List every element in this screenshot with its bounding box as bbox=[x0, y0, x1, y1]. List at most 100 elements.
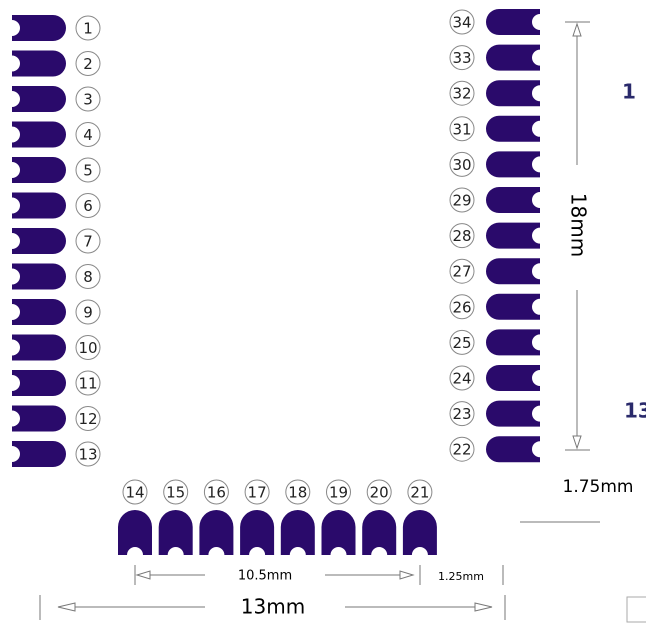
pin-number: 28 bbox=[452, 227, 471, 245]
pad bbox=[486, 80, 540, 107]
pad bbox=[402, 510, 437, 555]
pin-number: 7 bbox=[83, 233, 93, 251]
pad bbox=[240, 510, 275, 555]
pad bbox=[486, 222, 540, 249]
pin-number: 24 bbox=[452, 370, 471, 388]
pin-circle bbox=[449, 80, 475, 106]
pin-circle bbox=[449, 294, 475, 320]
pin-circle bbox=[285, 479, 311, 505]
pin-circle bbox=[449, 436, 475, 462]
pin-circle bbox=[449, 365, 475, 391]
pin-circle bbox=[75, 157, 101, 183]
pad bbox=[12, 157, 66, 183]
pin-number: 19 bbox=[329, 484, 348, 502]
pin-circle bbox=[449, 9, 475, 35]
pin-number: 8 bbox=[83, 268, 93, 286]
pin-circle bbox=[75, 228, 101, 254]
pin-number: 29 bbox=[452, 192, 471, 210]
pad bbox=[486, 329, 540, 356]
pad bbox=[12, 441, 66, 467]
pin-number: 23 bbox=[452, 405, 471, 423]
pin-number: 6 bbox=[83, 197, 93, 215]
pin-number: 4 bbox=[83, 126, 93, 144]
pad bbox=[12, 334, 66, 361]
pin-number: 10 bbox=[78, 339, 97, 357]
pin-number: 18 bbox=[288, 484, 307, 502]
pad bbox=[486, 44, 540, 71]
pin-circle bbox=[449, 116, 475, 142]
pad bbox=[486, 400, 540, 427]
side-label: 1 bbox=[622, 80, 636, 104]
pin-number: 13 bbox=[78, 446, 97, 464]
pin-circle bbox=[244, 479, 270, 505]
pin-number: 31 bbox=[452, 120, 471, 138]
pin-circle bbox=[163, 479, 189, 505]
pad bbox=[12, 370, 66, 396]
pad bbox=[486, 9, 540, 35]
pin-number: 27 bbox=[452, 263, 471, 281]
pin-circle bbox=[75, 441, 101, 467]
pad bbox=[362, 510, 397, 555]
pad bbox=[12, 263, 66, 290]
dimension-lines bbox=[39, 21, 646, 623]
pin-circle bbox=[449, 329, 475, 355]
pad bbox=[486, 115, 540, 142]
edge-label: 1.75mm bbox=[563, 477, 634, 497]
pin-circle bbox=[122, 479, 148, 505]
pin-circle bbox=[449, 401, 475, 427]
pad bbox=[199, 510, 234, 555]
pin-circle bbox=[203, 479, 229, 505]
pad bbox=[12, 50, 66, 77]
pin-number: 32 bbox=[452, 85, 471, 103]
pin-circle bbox=[75, 15, 101, 41]
pin-circle bbox=[407, 479, 433, 505]
pin-number: 17 bbox=[248, 484, 267, 502]
pin-number: 30 bbox=[452, 156, 471, 174]
pad bbox=[280, 510, 315, 555]
pin-number: 33 bbox=[452, 49, 471, 67]
pad bbox=[12, 299, 66, 325]
pin-number: 20 bbox=[370, 484, 389, 502]
pin-number: 1 bbox=[83, 20, 93, 38]
pad bbox=[118, 510, 152, 555]
pin-circle bbox=[449, 45, 475, 71]
pin-number: 22 bbox=[452, 441, 471, 459]
pitch-label: 1.25mm bbox=[438, 570, 484, 583]
pin-circle bbox=[449, 151, 475, 177]
pin-circle bbox=[366, 479, 392, 505]
pin-number: 3 bbox=[83, 91, 93, 109]
pin-circle bbox=[449, 187, 475, 213]
pad bbox=[12, 405, 66, 432]
pin-circle bbox=[449, 223, 475, 249]
pin-number: 11 bbox=[78, 375, 97, 393]
width-label: 13mm bbox=[241, 595, 305, 619]
pin-circle bbox=[75, 299, 101, 325]
pin-number: 16 bbox=[207, 484, 226, 502]
pin-circle bbox=[75, 370, 101, 396]
pin-circle bbox=[75, 193, 101, 218]
pin-number: 14 bbox=[125, 484, 144, 502]
pin-circle bbox=[449, 258, 475, 284]
span-label: 10.5mm bbox=[238, 569, 292, 584]
pad bbox=[486, 187, 540, 213]
pin-number: 15 bbox=[166, 484, 185, 502]
pin-circle bbox=[75, 264, 101, 289]
pad bbox=[486, 293, 540, 320]
pad bbox=[486, 365, 540, 391]
pin-number: 12 bbox=[78, 410, 97, 428]
pad bbox=[12, 15, 66, 41]
pin-circle bbox=[75, 406, 101, 431]
side-label: 13 bbox=[624, 399, 646, 423]
pin-circle bbox=[75, 122, 101, 147]
pin-circle bbox=[75, 335, 101, 360]
pin-number: 25 bbox=[452, 334, 471, 352]
pin-number: 5 bbox=[83, 162, 93, 180]
pad bbox=[486, 151, 540, 178]
pin-number: 34 bbox=[452, 14, 471, 32]
pad bbox=[12, 192, 66, 219]
pin-number: 9 bbox=[83, 304, 93, 322]
pad bbox=[158, 510, 193, 555]
pad bbox=[321, 510, 356, 555]
pin-circle bbox=[75, 51, 101, 76]
